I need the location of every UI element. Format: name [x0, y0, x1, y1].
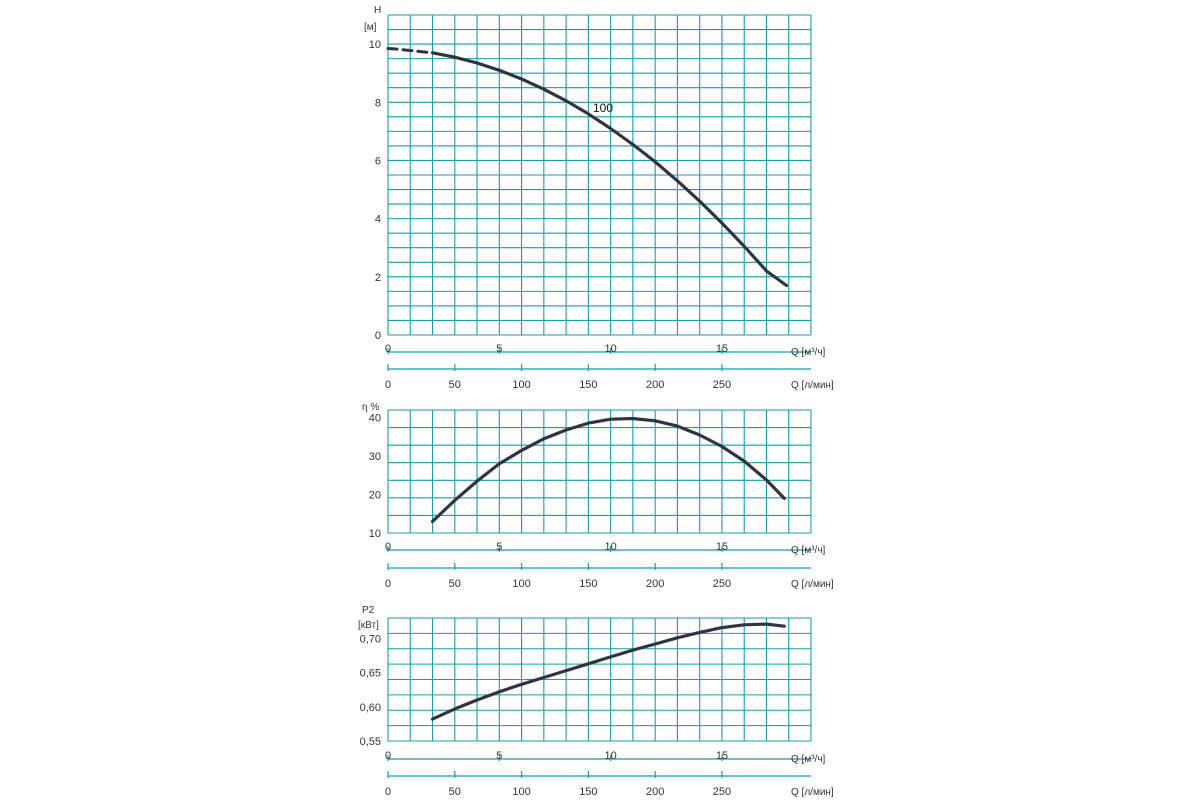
- y-tick-label: 0,55: [360, 736, 381, 748]
- y-axis-label: η %: [362, 402, 379, 413]
- y-axis-unit: [м]: [364, 22, 377, 33]
- x-axis-label: Q [м³/ч]: [791, 545, 826, 556]
- x2-tick-label: 100: [512, 379, 530, 391]
- curve-line: [430, 416, 786, 524]
- x-tick-label: 15: [716, 750, 728, 762]
- y-tick-label: 40: [369, 413, 381, 425]
- x2-tick-label: 200: [646, 786, 664, 798]
- x-axis-label: Q [м³/ч]: [791, 347, 826, 358]
- y-tick-label: 20: [369, 490, 381, 502]
- x-tick-label: 5: [496, 343, 502, 355]
- x2-axis-label: Q [л/мин]: [791, 787, 834, 798]
- x2-tick-label: 250: [713, 379, 731, 391]
- x-tick-label: 10: [605, 343, 617, 355]
- x2-tick-label: 100: [512, 578, 530, 590]
- curve-annotation: 100: [593, 101, 613, 115]
- x-tick-label: 5: [496, 541, 502, 553]
- x2-tick-label: 250: [713, 578, 731, 590]
- x2-tick-label: 250: [713, 786, 731, 798]
- x2-tick-label: 0: [385, 379, 391, 391]
- y-tick-label: 0,70: [360, 634, 381, 646]
- y-axis-unit: [кВт]: [358, 620, 379, 631]
- y-tick-label: 30: [369, 451, 381, 463]
- x-tick-label: 15: [716, 343, 728, 355]
- x2-tick-label: 150: [579, 379, 597, 391]
- curve-line: [430, 51, 789, 288]
- x2-tick-label: 0: [385, 786, 391, 798]
- y-tick-label: 0: [375, 330, 381, 342]
- curve-line: [430, 622, 786, 721]
- x2-axis-label: Q [л/мин]: [791, 380, 834, 391]
- x-tick-label: 15: [716, 541, 728, 553]
- x-tick-label: 0: [385, 343, 391, 355]
- y-tick-label: 6: [375, 155, 381, 167]
- y-tick-label: 0,65: [360, 668, 381, 680]
- curve-dashed-segment: [386, 47, 434, 55]
- x2-axis-label: Q [л/мин]: [791, 579, 834, 590]
- x2-tick-label: 50: [449, 786, 461, 798]
- y-tick-label: 10: [369, 39, 381, 51]
- x2-tick-label: 200: [646, 379, 664, 391]
- y-tick-label: 0,60: [360, 702, 381, 714]
- y-tick-label: 2: [375, 272, 381, 284]
- y-tick-label: 10: [369, 528, 381, 540]
- x2-tick-label: 50: [449, 578, 461, 590]
- x-tick-label: 0: [385, 541, 391, 553]
- x2-tick-label: 200: [646, 578, 664, 590]
- x-tick-label: 0: [385, 750, 391, 762]
- x-tick-label: 10: [605, 750, 617, 762]
- x2-tick-label: 50: [449, 379, 461, 391]
- y-axis-label: H: [374, 5, 381, 16]
- y-axis-label: P2: [362, 605, 375, 616]
- x-axis-label: Q [м³/ч]: [791, 754, 826, 765]
- x-tick-label: 5: [496, 750, 502, 762]
- x2-tick-label: 150: [579, 578, 597, 590]
- y-tick-label: 4: [375, 214, 381, 226]
- x-tick-label: 10: [605, 541, 617, 553]
- x2-tick-label: 150: [579, 786, 597, 798]
- x2-tick-label: 0: [385, 578, 391, 590]
- y-tick-label: 8: [375, 97, 381, 109]
- x2-tick-label: 100: [512, 786, 530, 798]
